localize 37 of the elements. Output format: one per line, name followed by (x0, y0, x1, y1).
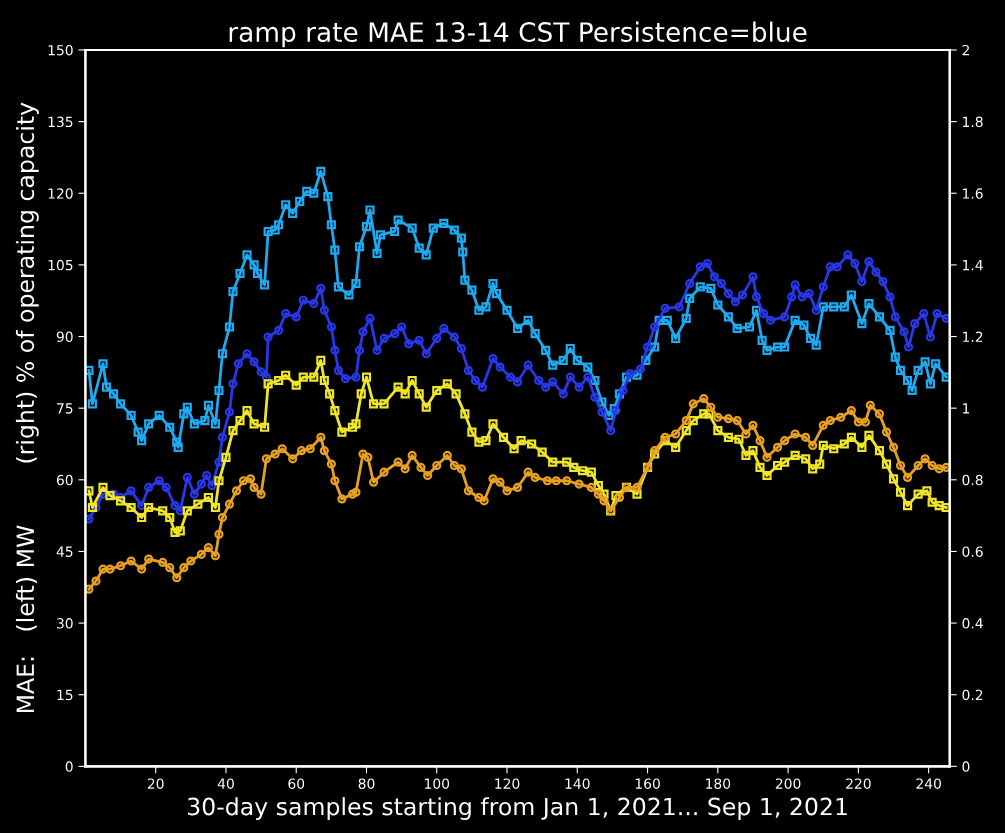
y2-tick-label: 1 (963, 403, 970, 414)
x-tick-label: 200 (775, 778, 801, 789)
y-tick-label: 60 (56, 474, 73, 486)
y-tick-label: 150 (48, 44, 73, 56)
x-tick-label: 100 (425, 778, 450, 789)
y2-tick-label: 0.4 (962, 618, 983, 629)
y-tick-label: 135 (48, 116, 73, 128)
x-tick-label: 180 (706, 778, 731, 789)
y-tick-label: 120 (48, 188, 73, 199)
y2-tick-label: 1.6 (963, 188, 983, 199)
y-tick-label: 90 (56, 331, 73, 343)
x-tick-label: 160 (635, 778, 660, 789)
chart-title: ramp rate MAE 13-14 CST Persistence=blue (229, 21, 807, 48)
y2-tick-label: 2 (962, 44, 969, 56)
x-tick-label: 240 (916, 778, 941, 789)
x-tick-label: 140 (565, 778, 590, 789)
x-axis-title: 30-day samples starting from Jan 1, 2021... Sep 1, 2021 (188, 797, 847, 821)
y2-tick-label: 1.8 (963, 116, 983, 128)
x-tick-label: 80 (358, 778, 375, 789)
y-tick-label: 75 (57, 403, 73, 414)
y2-tick-label: 0.8 (962, 474, 983, 486)
y2-tick-label: 1.2 (963, 331, 983, 342)
y-tick-label: 15 (57, 689, 73, 701)
y2-tick-label: 0.6 (962, 546, 983, 557)
x-tick-label: 40 (217, 778, 234, 789)
y-tick-label: 105 (48, 259, 73, 271)
y-tick-label: 45 (56, 546, 73, 557)
y-tick-label: 30 (57, 618, 73, 629)
y2-tick-label: 0.2 (962, 689, 983, 701)
y-axis-title: MAE: (left) MW (right) % of operating capacity (15, 102, 39, 713)
x-tick-label: 20 (147, 778, 164, 789)
y2-tick-label: 0 (962, 761, 970, 772)
x-tick-label: 60 (288, 778, 305, 789)
x-tick-label: 220 (846, 778, 871, 789)
x-tick-label: 120 (495, 778, 520, 789)
y2-tick-label: 1.4 (963, 260, 983, 271)
y-tick-label: 0 (65, 761, 73, 772)
